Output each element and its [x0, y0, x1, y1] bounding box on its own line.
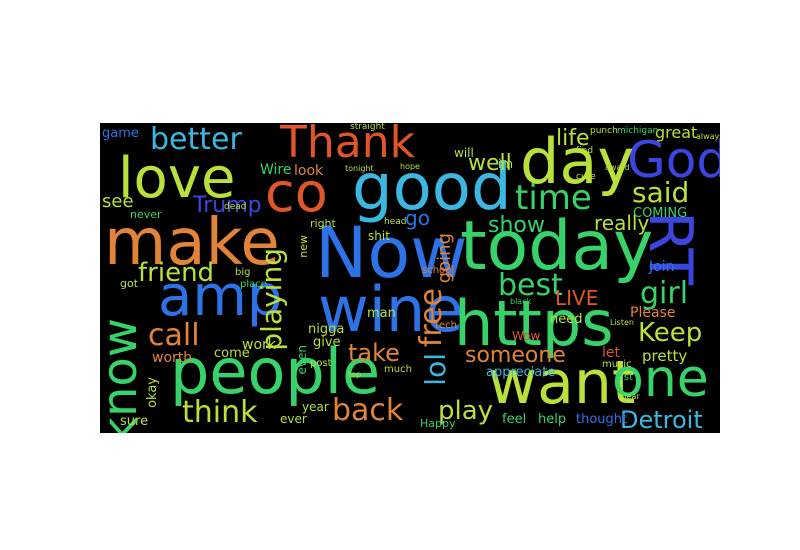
word-right: right	[310, 217, 336, 230]
word-tonight: tonight	[345, 164, 374, 173]
word-appreciate: appreciate	[486, 365, 556, 380]
word-amp: amp	[158, 264, 283, 329]
word-please: Please	[630, 305, 676, 321]
word-top: top	[348, 370, 362, 379]
word-friend: friend	[138, 258, 215, 288]
word-wow: Wow	[512, 329, 541, 343]
word-come: come	[214, 346, 250, 361]
word-hope: hope	[400, 162, 420, 171]
word-nigga: nigga	[308, 322, 345, 337]
word-year: year	[302, 400, 329, 414]
word-said: said	[632, 176, 690, 209]
word-want: want	[488, 348, 636, 418]
word-rt: RT	[635, 211, 705, 285]
word-take: take	[348, 339, 400, 367]
word-new: new	[297, 235, 310, 258]
word-trump: Trump	[193, 193, 262, 218]
word-straight: straight	[350, 123, 385, 132]
word-show: show	[488, 213, 545, 238]
word-always: always	[696, 132, 720, 141]
word-okay: okay	[145, 377, 160, 408]
word-music: music	[602, 359, 632, 370]
word-even: even	[295, 345, 309, 375]
word-find: find	[576, 146, 594, 156]
word-love: love	[118, 146, 236, 211]
word-live: LIVE	[555, 286, 599, 310]
word-shit: shit	[368, 229, 390, 243]
word-co: co	[265, 161, 328, 224]
word-lol: lol	[419, 353, 452, 386]
word-place: place	[240, 279, 267, 290]
word-ever: ever	[280, 412, 307, 426]
word-call: call	[148, 318, 200, 353]
word-cute: cute	[576, 172, 596, 182]
word-keep: Keep	[638, 318, 703, 348]
word-need: need	[550, 312, 583, 327]
word-game: game	[102, 126, 139, 141]
word-god: God	[627, 131, 720, 189]
word-let: let	[602, 345, 620, 361]
word-see: see	[102, 191, 134, 212]
word-back: back	[332, 393, 404, 428]
word-work: work	[242, 337, 276, 353]
word-make: make	[104, 206, 280, 280]
word-good: good	[352, 151, 512, 225]
word-well: well	[468, 151, 512, 176]
word-playing: playing	[255, 248, 288, 351]
word-https: https	[454, 287, 614, 360]
word-im: im	[498, 157, 514, 171]
word-never: never	[130, 208, 162, 221]
word-much: much	[384, 364, 412, 375]
word-post: post	[310, 358, 332, 369]
word-free: free	[414, 288, 449, 348]
word-thank: Thank	[280, 123, 416, 168]
word-life: life	[556, 126, 590, 151]
word-punch: punch	[590, 126, 618, 136]
word-today: today	[460, 207, 654, 286]
word-tech: tech	[435, 320, 457, 331]
word-best: best	[498, 268, 563, 303]
word-think: think	[182, 395, 258, 430]
word-will: will	[454, 146, 474, 160]
word-award: award	[605, 163, 630, 172]
word-go: go	[405, 206, 430, 230]
word-really: really	[594, 211, 650, 235]
word-black: black	[510, 297, 532, 306]
word-coming: COMING	[633, 206, 688, 221]
word-michigan: michigan	[617, 126, 659, 136]
word-thought: thought	[576, 412, 628, 427]
word-got: got	[120, 277, 139, 290]
word-worth: worth	[152, 350, 193, 366]
word-detroit: Detroit	[620, 406, 703, 433]
word-man: man	[367, 306, 396, 321]
word-day: day	[520, 125, 635, 198]
word-sure: sure	[120, 414, 149, 429]
word-great: great	[655, 123, 698, 142]
word-wire: Wire	[260, 162, 292, 178]
word-join: Join	[649, 259, 675, 275]
word-dead: dead	[224, 202, 247, 212]
word-play: play	[438, 396, 494, 426]
word-cloud: Thank God day love better co good make N…	[100, 123, 720, 433]
word-happy: Happy	[420, 417, 456, 430]
word-last: last	[615, 372, 634, 383]
word-wine: wine	[318, 273, 464, 346]
word-someone: someone	[465, 343, 566, 368]
word-clear: clear	[620, 392, 640, 401]
word-people: people	[170, 335, 381, 408]
word-big: big	[235, 267, 251, 278]
word-look: look	[294, 163, 324, 179]
word-better: better	[150, 123, 242, 157]
word-one: one	[612, 349, 709, 409]
word-help: help	[538, 412, 567, 427]
word-feel: feel	[502, 412, 527, 427]
word-now: Now	[315, 212, 468, 294]
word-head: head	[384, 217, 407, 227]
word-listen: Listen	[610, 318, 634, 327]
word-time: time	[515, 178, 592, 218]
word-girl: girl	[640, 276, 689, 311]
word-pretty: pretty	[642, 347, 688, 365]
word-give: give	[313, 335, 341, 350]
word-school: school	[422, 265, 455, 276]
